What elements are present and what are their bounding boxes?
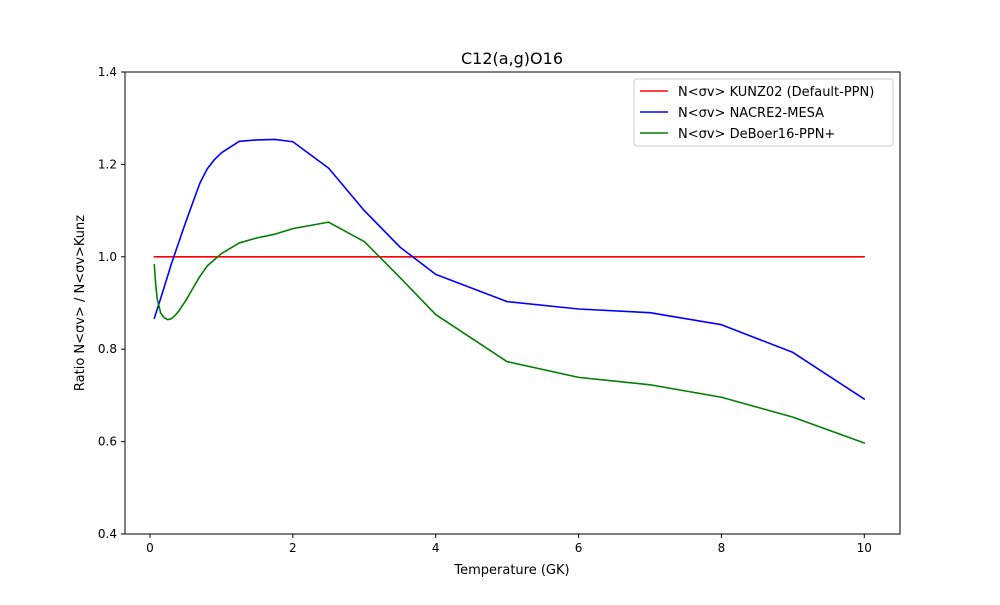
legend-label-0: N<σv> KUNZ02 (Default-PPN) [678,85,874,100]
series-lines [153,138,866,444]
x-tick-label: 6 [575,541,583,555]
y-tick-label: 0.4 [98,527,117,541]
x-tick-label: 0 [146,541,154,555]
y-tick-label: 0.6 [98,435,117,449]
legend: N<σv> KUNZ02 (Default-PPN) N<σv> NACRE2-M… [633,78,894,147]
y-axis-label: Ratio N<σv> / N<σv>Kunz [73,215,88,391]
x-tick-label: 10 [857,541,872,555]
chart-title: C12(a,g)O16 [461,49,563,68]
x-axis-label: Temperature (GK) [453,563,569,578]
x-tick-label: 4 [432,541,440,555]
legend-label-1: N<σv> NACRE2-MESA [678,106,824,121]
x-axis-ticks: 0 2 4 6 8 10 [146,534,872,555]
y-tick-label: 1.0 [98,250,117,264]
series-line-2 [153,221,866,444]
y-tick-label: 1.4 [98,65,117,79]
legend-box [633,78,894,147]
x-tick-label: 2 [289,541,297,555]
axes-frame [124,71,901,535]
y-tick-label: 1.2 [98,157,117,171]
y-tick-label: 0.8 [98,342,117,356]
series-line-1 [153,138,866,400]
x-tick-label: 8 [718,541,726,555]
legend-label-2: N<σv> DeBoer16-PPN+ [678,127,835,142]
y-axis-ticks: 0.4 0.6 0.8 1.0 1.2 1.4 [98,65,125,541]
